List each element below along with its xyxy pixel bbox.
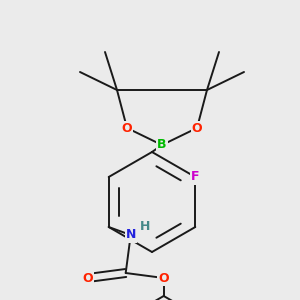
- Text: N: N: [125, 229, 136, 242]
- Text: O: O: [82, 272, 93, 284]
- Text: F: F: [191, 170, 200, 184]
- Text: O: O: [192, 122, 202, 134]
- Text: O: O: [122, 122, 132, 134]
- Text: B: B: [157, 139, 167, 152]
- Text: H: H: [140, 220, 150, 233]
- Text: O: O: [158, 272, 169, 284]
